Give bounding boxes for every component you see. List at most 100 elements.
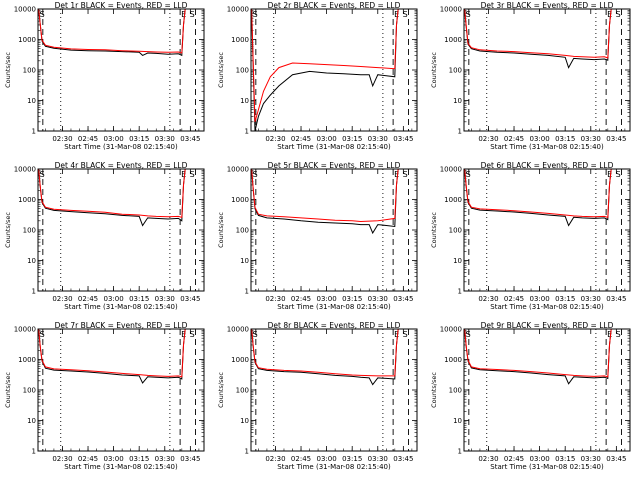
x-tick-label: 02:45 [291, 455, 311, 463]
y-tick-label: 1000 [444, 356, 462, 364]
x-axis-label: Start Time (31-Mar-08 02:15:40) [277, 143, 391, 151]
marker-label-s: S [403, 330, 408, 339]
x-axis-label: Start Time (31-Mar-08 02:15:40) [277, 463, 391, 471]
x-tick-label: 03:00 [104, 135, 124, 143]
marker-label-s: S [40, 10, 45, 19]
y-axis-label: Counts/sec [430, 212, 438, 248]
plot-frame [37, 8, 205, 132]
x-tick-label: 02:45 [504, 455, 524, 463]
x-tick-label: 03:30 [368, 135, 388, 143]
x-tick-label: 03:45 [606, 455, 626, 463]
y-tick-label: 10 [27, 417, 36, 425]
marker-label-s: S [466, 330, 471, 339]
series-events-line [38, 168, 186, 227]
y-tick-label: 10000 [227, 166, 249, 174]
x-tick-label: 02:45 [291, 295, 311, 303]
plot-frame [250, 168, 418, 292]
chart-title: Det 9r BLACK = Events, RED = LLD [481, 321, 614, 330]
y-axis-label: Counts/sec [430, 372, 438, 408]
y-axis-label: Counts/sec [4, 372, 12, 408]
chart-title: Det 4r BLACK = Events, RED = LLD [55, 161, 188, 170]
x-axis-label: Start Time (31-Mar-08 02:15:40) [64, 303, 178, 311]
y-axis-label: Counts/sec [217, 372, 225, 408]
series-lld-line [38, 328, 186, 378]
marker-label-s: S [616, 10, 621, 19]
x-tick-label: 03:30 [368, 295, 388, 303]
chart-title: Det 3r BLACK = Events, RED = LLD [481, 1, 614, 10]
x-tick-label: 03:00 [317, 295, 337, 303]
y-axis-label: Counts/sec [217, 52, 225, 88]
x-tick-label: 02:30 [265, 295, 285, 303]
marker-label-e: E [394, 330, 399, 339]
y-tick-label: 10000 [440, 6, 462, 14]
x-tick-label: 02:30 [478, 135, 498, 143]
x-tick-label: 03:00 [530, 455, 550, 463]
panel-det-4: Det 4r BLACK = Events, RED = LLD Counts/s… [4, 161, 205, 311]
series-events-line [38, 8, 186, 57]
x-tick-label: 02:45 [78, 295, 98, 303]
x-tick-label: 02:30 [265, 135, 285, 143]
series-lld-line [251, 328, 399, 377]
y-tick-label: 1000 [18, 196, 36, 204]
y-tick-label: 10 [240, 417, 249, 425]
x-tick-label: 03:45 [606, 295, 626, 303]
series-lld-line [464, 328, 612, 378]
marker-label-e: E [181, 10, 186, 19]
y-tick-label: 100 [236, 227, 249, 235]
x-tick-label: 02:45 [504, 295, 524, 303]
marker-label-e: E [181, 330, 186, 339]
x-axis-label: Start Time (31-Mar-08 02:15:40) [490, 463, 604, 471]
x-tick-label: 03:00 [530, 295, 550, 303]
y-tick-label: 1 [245, 288, 249, 296]
x-tick-label: 03:30 [155, 295, 175, 303]
y-tick-label: 1000 [18, 356, 36, 364]
panel-det-1: Det 1r BLACK = Events, RED = LLD Counts/s… [4, 1, 205, 151]
y-tick-label: 10 [27, 257, 36, 265]
y-tick-label: 1 [458, 288, 462, 296]
y-axis-label: Counts/sec [4, 212, 12, 248]
x-axis-label: Start Time (31-Mar-08 02:15:40) [490, 143, 604, 151]
panel-det-5: Det 5r BLACK = Events, RED = LLD Counts/s… [217, 161, 418, 311]
y-tick-label: 1 [32, 128, 36, 136]
y-tick-label: 10000 [227, 6, 249, 14]
series-lld-line [38, 8, 186, 54]
marker-label-s: S [253, 330, 258, 339]
y-tick-label: 1 [32, 288, 36, 296]
marker-label-s: S [253, 10, 258, 19]
y-tick-label: 10 [453, 97, 462, 105]
x-tick-label: 03:15 [129, 455, 149, 463]
marker-label-s: S [403, 170, 408, 179]
marker-label-e: E [607, 10, 612, 19]
y-axis-label: Counts/sec [430, 52, 438, 88]
marker-label-s: S [466, 170, 471, 179]
plot-frame [463, 328, 631, 452]
chart-title: Det 1r BLACK = Events, RED = LLD [55, 1, 188, 10]
x-tick-label: 03:00 [104, 455, 124, 463]
x-axis-label: Start Time (31-Mar-08 02:15:40) [277, 303, 391, 311]
plot-frame [463, 8, 631, 132]
y-tick-label: 1000 [444, 36, 462, 44]
chart-title: Det 5r BLACK = Events, RED = LLD [268, 161, 401, 170]
x-tick-label: 03:15 [129, 295, 149, 303]
x-tick-label: 03:15 [342, 135, 362, 143]
panel-det-7: Det 7r BLACK = Events, RED = LLD Counts/s… [4, 321, 205, 471]
x-tick-label: 03:15 [342, 295, 362, 303]
x-axis-label: Start Time (31-Mar-08 02:15:40) [64, 463, 178, 471]
y-tick-label: 10000 [14, 166, 36, 174]
series-events-line [251, 168, 399, 235]
chart-title: Det 2r BLACK = Events, RED = LLD [268, 1, 401, 10]
x-tick-label: 03:45 [180, 295, 200, 303]
y-tick-label: 100 [236, 67, 249, 75]
marker-label-s: S [616, 170, 621, 179]
panel-det-2: Det 2r BLACK = Events, RED = LLD Counts/s… [217, 1, 418, 151]
x-tick-label: 03:30 [581, 295, 601, 303]
marker-label-s: S [253, 170, 258, 179]
y-tick-label: 10000 [227, 326, 249, 334]
series-lld-line [38, 168, 186, 218]
plot-frame [37, 168, 205, 292]
x-tick-label: 03:30 [581, 135, 601, 143]
marker-label-s: S [190, 170, 195, 179]
panel-det-3: Det 3r BLACK = Events, RED = LLD Counts/s… [430, 1, 631, 151]
x-tick-label: 03:15 [342, 455, 362, 463]
